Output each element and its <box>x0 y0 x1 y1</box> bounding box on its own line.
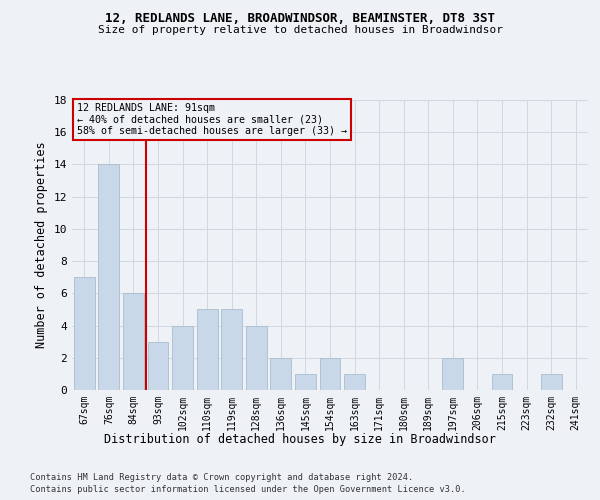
Bar <box>344 374 365 390</box>
Text: 12, REDLANDS LANE, BROADWINDSOR, BEAMINSTER, DT8 3ST: 12, REDLANDS LANE, BROADWINDSOR, BEAMINS… <box>105 12 495 26</box>
Bar <box>541 374 562 390</box>
Bar <box>221 310 242 390</box>
Y-axis label: Number of detached properties: Number of detached properties <box>35 142 48 348</box>
Bar <box>295 374 316 390</box>
Bar <box>197 310 218 390</box>
Bar <box>98 164 119 390</box>
Bar <box>123 294 144 390</box>
Bar <box>491 374 512 390</box>
Bar <box>172 326 193 390</box>
Bar <box>246 326 267 390</box>
Bar <box>442 358 463 390</box>
Bar <box>271 358 292 390</box>
Text: Distribution of detached houses by size in Broadwindsor: Distribution of detached houses by size … <box>104 432 496 446</box>
Bar <box>74 277 95 390</box>
Text: Contains public sector information licensed under the Open Government Licence v3: Contains public sector information licen… <box>30 485 466 494</box>
Bar <box>148 342 169 390</box>
Text: Size of property relative to detached houses in Broadwindsor: Size of property relative to detached ho… <box>97 25 503 35</box>
Text: 12 REDLANDS LANE: 91sqm
← 40% of detached houses are smaller (23)
58% of semi-de: 12 REDLANDS LANE: 91sqm ← 40% of detache… <box>77 103 347 136</box>
Bar <box>320 358 340 390</box>
Text: Contains HM Land Registry data © Crown copyright and database right 2024.: Contains HM Land Registry data © Crown c… <box>30 472 413 482</box>
